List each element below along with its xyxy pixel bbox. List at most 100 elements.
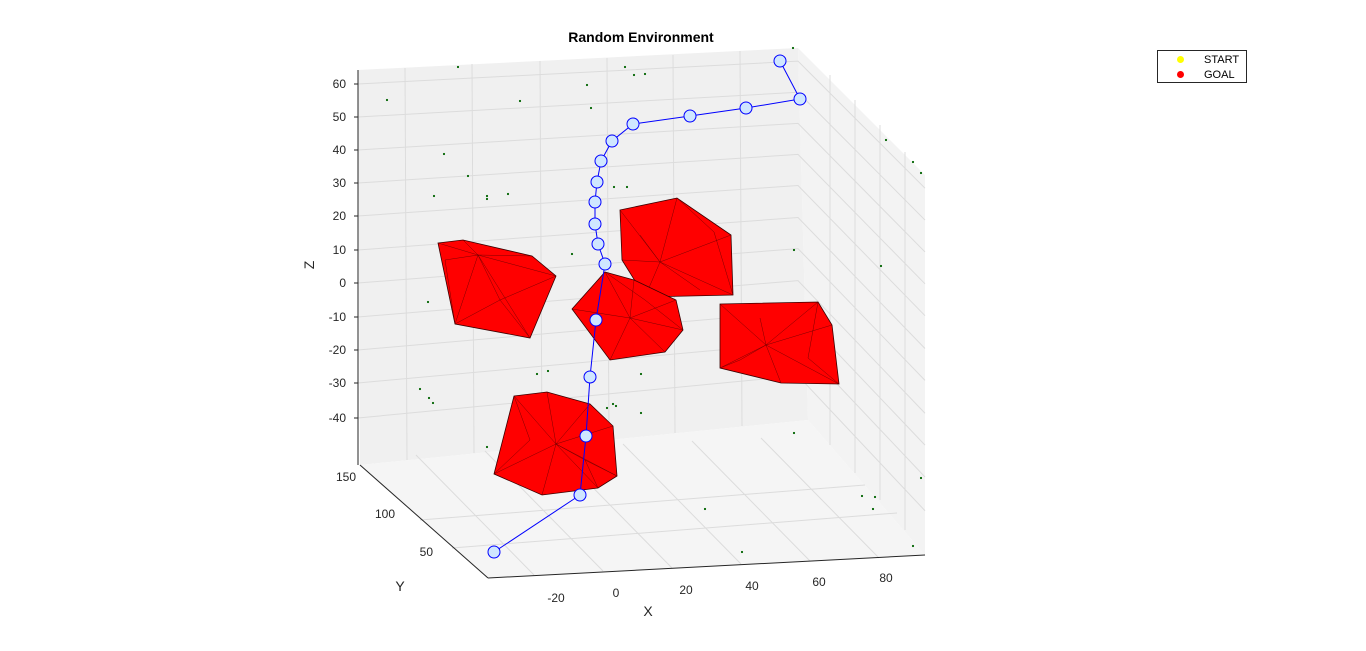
path-node — [598, 257, 612, 271]
grid-line — [451, 512, 898, 549]
z-tick-label: 0 — [339, 276, 346, 290]
grid-line — [691, 440, 811, 562]
z-tick-label: -40 — [329, 411, 347, 425]
x-tick-label: 0 — [613, 586, 620, 600]
obstacle-edge — [499, 275, 557, 301]
environment-point — [871, 507, 875, 511]
grid-line — [357, 122, 926, 253]
z-tick-label: 20 — [333, 209, 347, 223]
obstacle-edge — [765, 344, 840, 385]
environment-point — [570, 252, 574, 256]
environment-point — [456, 65, 460, 69]
y-tick-label: 100 — [375, 507, 395, 521]
obstacle-edge — [659, 234, 732, 263]
y-axis-label: Y — [395, 578, 405, 594]
path-node — [739, 101, 753, 115]
obstacle-edge — [719, 359, 741, 369]
obstacle-edge — [477, 254, 533, 257]
environment-point — [919, 171, 923, 175]
z-tick-label: 30 — [333, 176, 347, 190]
obstacle-edge — [807, 301, 819, 359]
environment-point — [385, 98, 389, 102]
obstacle-edge — [609, 317, 631, 361]
grid-line — [606, 57, 610, 441]
obstacle-edge — [604, 271, 631, 319]
path-node — [588, 195, 602, 209]
obstacle-edge — [765, 301, 819, 346]
obstacle-edge — [719, 303, 767, 346]
environment-point — [740, 550, 744, 554]
obstacle-edge — [759, 317, 767, 346]
environment-point — [611, 402, 615, 406]
environment-point — [431, 401, 435, 405]
environment-point — [639, 411, 643, 415]
obstacle-edge — [555, 443, 586, 461]
start-marker — [1177, 56, 1184, 63]
obstacle-edge — [676, 197, 715, 233]
x-tick-label: 40 — [745, 579, 759, 593]
obstacle-edge — [584, 459, 599, 489]
path — [487, 54, 807, 559]
environment-point — [639, 372, 643, 376]
environment-point — [426, 300, 430, 304]
environment-point — [911, 160, 915, 164]
obstacle-edge — [621, 259, 661, 263]
environment-point — [518, 99, 522, 103]
environment-point — [546, 369, 550, 373]
obstacle-edge — [807, 357, 840, 385]
environment-point — [485, 445, 489, 449]
grid-line — [419, 484, 866, 521]
obstacle-edge — [437, 242, 479, 256]
y-tick-label: 50 — [420, 545, 434, 559]
path-node — [583, 370, 597, 384]
path-node — [573, 488, 587, 502]
environment-point — [432, 194, 436, 198]
obstacle — [437, 239, 557, 339]
obstacle-edge — [713, 231, 734, 296]
obstacle-edge — [571, 308, 631, 319]
environment-point — [884, 138, 888, 142]
obstacle-edge — [555, 403, 591, 445]
environment-points — [385, 46, 923, 554]
environment-point — [585, 83, 589, 87]
path-node — [626, 117, 640, 131]
environment-point — [860, 494, 864, 498]
environment-point — [589, 106, 593, 110]
environment-point — [643, 72, 647, 76]
path-node — [579, 429, 593, 443]
environment-point — [911, 544, 915, 548]
obstacle-edge — [513, 395, 557, 445]
obstacle-edge — [541, 443, 557, 496]
path-node — [773, 54, 787, 68]
chart-title: Random Environment — [568, 29, 714, 45]
environment-point — [625, 185, 629, 189]
obstacle-edge — [584, 459, 618, 477]
obstacle-edge — [454, 254, 479, 325]
environment-point — [418, 387, 422, 391]
obstacle-edge — [493, 443, 557, 475]
obstacles — [437, 197, 840, 496]
grid-line — [357, 217, 926, 349]
path-node — [605, 134, 619, 148]
z-tick-label: -10 — [329, 310, 347, 324]
z-tick-label: -20 — [329, 343, 347, 357]
obstacle-edge — [629, 317, 666, 353]
legend-label-goal: GOAL — [1204, 69, 1235, 81]
environment-point — [703, 507, 707, 511]
environment-point — [632, 73, 636, 77]
environment-point — [427, 396, 431, 400]
obstacle-edge — [477, 254, 531, 339]
obstacle-edge — [659, 261, 734, 296]
x-tick-label: -20 — [547, 591, 565, 605]
obstacle-edge — [629, 299, 677, 319]
x-tick-label: 80 — [879, 571, 893, 585]
environment-point — [873, 495, 877, 499]
obstacle-edge — [739, 344, 767, 361]
obstacle-edge — [629, 279, 635, 319]
obstacle — [719, 301, 840, 385]
obstacle-edge — [546, 391, 557, 445]
grid-line — [357, 60, 926, 189]
obstacle-edge — [477, 254, 501, 301]
